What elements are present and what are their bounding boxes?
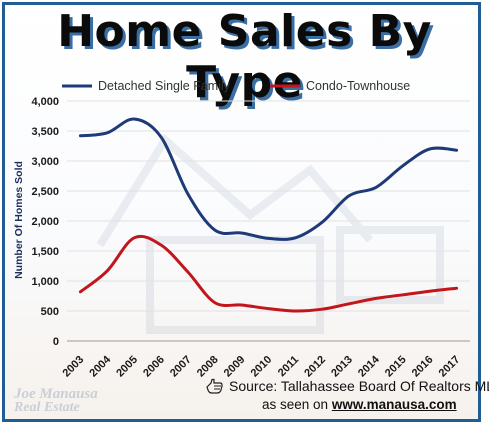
chart-title: Home Sales By Type: [57, 6, 432, 108]
y-tick-label: 3,500: [31, 126, 59, 138]
y-tick-label: 500: [41, 306, 59, 318]
x-tick-label: 2011: [276, 354, 301, 379]
y-axis-tick-labels: 0 500 1,000 1,500 2,000 2,500 3,000 3,500 4,000: [31, 96, 59, 348]
x-tick-label: 2017: [437, 354, 463, 380]
website-link[interactable]: www.manausa.com: [331, 397, 457, 412]
x-tick-label: 2009: [222, 354, 248, 380]
legend: Detached Single Family Condo-Townhouse: [62, 79, 410, 93]
house-watermark: [96, 133, 444, 334]
logo-line-2: Real Estate: [14, 400, 80, 415]
y-tick-label: 0: [53, 336, 59, 348]
series-lines: [78, 117, 459, 313]
x-tick-label: 2013: [329, 354, 355, 380]
source-note: Source: Tallahassee Board Of Realtors ML…: [205, 378, 489, 394]
x-axis-tick-labels: 2003 2004 2005 2006 2007 2008 2009 2010 2011 2012…: [61, 353, 463, 379]
x-tick-label: 2014: [356, 353, 382, 379]
y-tick-label: 2,000: [31, 216, 59, 228]
y-tick-label: 1,000: [31, 276, 59, 288]
x-tick-label: 2004: [87, 353, 113, 379]
x-tick-label: 2003: [61, 354, 87, 380]
x-tick-label: 2010: [249, 354, 275, 380]
legend-label: Detached Single Family: [98, 79, 231, 93]
y-axis-title: Number Of Homes Sold: [13, 161, 25, 279]
x-tick-label: 2016: [410, 354, 436, 380]
pointing-hand-icon: [206, 378, 223, 394]
x-tick-label: 2006: [141, 354, 167, 380]
grid-lines: [67, 100, 470, 342]
x-tick-label: 2005: [114, 354, 140, 380]
logo-line-1: Joe Manausa: [14, 386, 98, 402]
brand-logo-watermark: Joe Manausa Real Estate: [14, 386, 98, 415]
source-text: Source: Tallahassee Board Of Realtors ML…: [229, 378, 489, 394]
x-tick-label: 2015: [383, 354, 409, 380]
x-tick-label: 2012: [302, 354, 328, 380]
legend-label: Condo-Townhouse: [306, 79, 410, 93]
x-tick-label: 2007: [168, 354, 194, 380]
x-tick-label: 2008: [195, 354, 221, 380]
y-tick-label: 1,500: [31, 246, 59, 258]
seen-on-note: as seen on www.manausa.com: [262, 397, 457, 412]
y-tick-label: 4,000: [31, 96, 59, 108]
y-tick-label: 3,000: [31, 156, 59, 168]
chart-frame: [2, 2, 481, 422]
seen-prefix: as seen on: [262, 397, 332, 412]
y-tick-label: 2,500: [31, 186, 59, 198]
